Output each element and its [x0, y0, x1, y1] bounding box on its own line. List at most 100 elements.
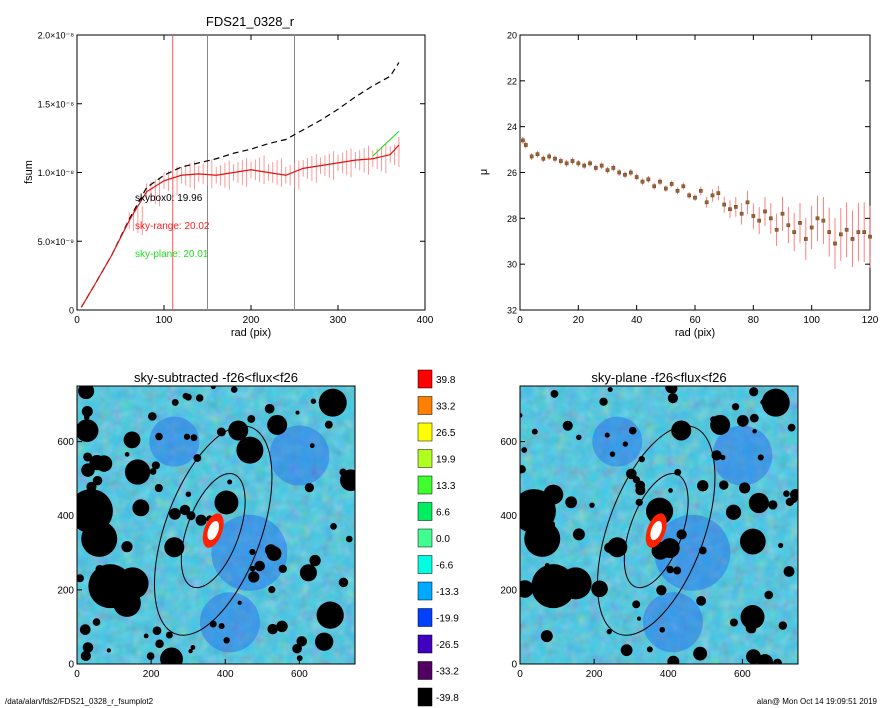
- image1-mask: [296, 655, 303, 662]
- image2-mask: [773, 658, 782, 664]
- image2-mask: [659, 626, 666, 633]
- image1-mask: [168, 507, 181, 520]
- image2-mask: [638, 455, 645, 463]
- image2-mask: [591, 580, 608, 598]
- image1-mask: [324, 420, 333, 429]
- sb-point: [786, 223, 791, 228]
- image2-ytick-label: 0: [511, 660, 517, 671]
- colorbar-label: -33.2: [436, 667, 459, 678]
- image1-large-mask: [164, 537, 185, 558]
- plot2-xtick-label: 60: [689, 315, 701, 326]
- image1-mask: [77, 574, 84, 583]
- image2-xtick-label: 200: [586, 669, 603, 680]
- sb-point: [675, 188, 680, 193]
- plot2-xtick-label: 0: [517, 315, 523, 326]
- colorbar-swatch: [417, 528, 433, 548]
- image1-mask: [310, 398, 317, 404]
- image1-mask: [195, 514, 207, 526]
- image2-large-mask: [671, 420, 692, 441]
- annotation-skybox0: skybox0: 19.96: [135, 193, 203, 204]
- image1-mask: [124, 452, 130, 457]
- colorbar-swatch: [417, 422, 433, 442]
- sb-point: [815, 216, 820, 221]
- image2-mask: [752, 429, 757, 434]
- image1-mask: [345, 535, 353, 543]
- colorbar-swatch: [417, 555, 433, 574]
- image2-mask: [550, 389, 559, 398]
- sb-point: [856, 230, 861, 234]
- image2-mask: [711, 450, 722, 461]
- colorbar-swatch: [417, 396, 433, 415]
- plot2-ytick-label: 30: [507, 260, 517, 270]
- image1-mask: [81, 463, 95, 477]
- image2-mask: [783, 566, 795, 577]
- plot2-xtick-label: 80: [748, 315, 760, 326]
- colorbar: 39.8 33.2 26.5 19.9 13.3 6.6 0.0 -6.6 -13.3 -19.9…: [417, 369, 459, 707]
- sb-point: [669, 182, 674, 186]
- image1-mask: [78, 386, 95, 400]
- image1-mask: [296, 636, 307, 647]
- image1-ytick-label: 200: [57, 585, 74, 596]
- image1-title: sky-subtracted -f26<flux<f26: [134, 370, 298, 385]
- sb-point: [827, 230, 832, 234]
- sb-point: [521, 138, 525, 143]
- plot1-ytick-label: 5.0×10⁻⁹: [38, 237, 75, 247]
- image1-outer-ellipse: [153, 425, 273, 636]
- colorbar-swatch: [417, 608, 433, 627]
- footer-file-path: /data/alan/fds2/FDS21_0328_r_fsumplot2: [5, 697, 154, 706]
- sb-point: [844, 227, 849, 232]
- image1-mask: [340, 469, 355, 492]
- colorbar-label: 39.8: [436, 375, 456, 386]
- sb-point: [693, 195, 697, 200]
- image1-mask: [77, 419, 99, 443]
- image1-frame: [76, 385, 356, 665]
- image2-mask: [607, 386, 613, 393]
- image1-mask: [182, 392, 189, 400]
- image1-xtick-label: 200: [143, 669, 160, 680]
- image1-mask: [95, 455, 113, 472]
- image1-mask: [330, 523, 337, 530]
- image1-mask: [92, 618, 101, 626]
- image2-large-mask: [559, 567, 592, 600]
- image1-mask: [248, 571, 260, 583]
- image1-ytick-label: 0: [68, 660, 74, 671]
- sb-point: [658, 179, 662, 184]
- image1-mask: [278, 564, 287, 574]
- plot1-xtick-label: 300: [330, 315, 347, 326]
- image1-blue-patch: [199, 592, 260, 653]
- image1-mask: [183, 433, 191, 440]
- image2-mask: [725, 504, 742, 520]
- image2-mask: [589, 502, 595, 508]
- image1-mask: [264, 544, 277, 556]
- sb-point: [745, 200, 750, 205]
- image1-xtick-label: 0: [74, 669, 80, 680]
- image2-mask: [764, 590, 774, 600]
- footer-timestamp: alan@ Mon Oct 14 19:09:51 2019: [756, 697, 877, 706]
- image2-mask: [745, 622, 757, 634]
- colorbar-swatch: [417, 475, 433, 495]
- colorbar-label: -39.8: [436, 693, 459, 704]
- series-line-1: [80, 144, 400, 308]
- image2-mask: [576, 434, 582, 441]
- image1-large-mask: [267, 414, 288, 435]
- plot2-xlabel: rad (pix): [675, 327, 715, 339]
- image2-mask: [651, 541, 670, 560]
- sb-point: [821, 218, 826, 223]
- image2-mask: [697, 480, 709, 492]
- sb-point: [716, 191, 721, 195]
- image1-mask: [82, 642, 94, 653]
- image1-mask: [268, 586, 276, 594]
- image2-mask: [746, 649, 761, 664]
- image1-blue-patch: [269, 425, 330, 486]
- image1-mask: [80, 650, 91, 662]
- series-line-2: [372, 130, 400, 157]
- image1-mask: [230, 386, 238, 393]
- colorbar-swatch: [417, 661, 433, 680]
- image2-mask: [520, 465, 526, 474]
- image2-mask: [745, 618, 751, 624]
- image1-mask: [309, 443, 315, 449]
- image2-mask: [666, 565, 674, 574]
- image1-mask: [254, 560, 265, 572]
- sb-point: [599, 163, 604, 168]
- image1-mask: [292, 643, 302, 654]
